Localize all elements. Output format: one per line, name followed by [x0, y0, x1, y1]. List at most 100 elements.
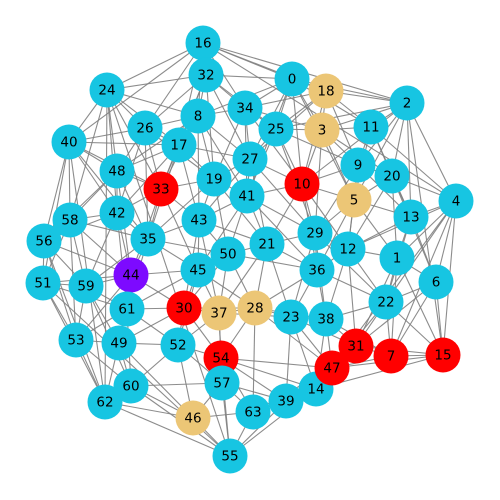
node-label-46: 46	[184, 411, 201, 427]
node-45: 45	[180, 252, 216, 288]
node-circle-20	[374, 158, 410, 194]
node-12: 12	[330, 231, 366, 267]
node-53: 53	[58, 322, 94, 358]
node-circle-9	[340, 147, 376, 183]
node-32: 32	[188, 57, 224, 93]
node-label-13: 13	[402, 210, 419, 226]
node-label-57: 57	[213, 376, 230, 392]
node-40: 40	[51, 124, 87, 160]
node-30: 30	[166, 290, 202, 326]
node-49: 49	[101, 325, 137, 361]
node-29: 29	[297, 215, 333, 251]
node-circle-60	[113, 368, 149, 404]
node-label-22: 22	[377, 295, 394, 311]
node-label-29: 29	[306, 226, 323, 242]
node-circle-3	[304, 112, 340, 148]
node-label-10: 10	[293, 177, 310, 193]
node-28: 28	[237, 290, 273, 326]
node-circle-36	[299, 252, 335, 288]
node-52: 52	[160, 327, 196, 363]
node-label-37: 37	[210, 306, 227, 322]
node-label-35: 35	[139, 232, 156, 248]
node-circle-41	[229, 178, 265, 214]
node-56: 56	[26, 223, 62, 259]
node-31: 31	[338, 328, 374, 364]
node-circle-52	[160, 327, 196, 363]
node-label-63: 63	[244, 405, 261, 421]
node-15: 15	[425, 337, 461, 373]
node-label-40: 40	[60, 135, 77, 151]
node-46: 46	[175, 400, 211, 436]
node-circle-17	[161, 127, 197, 163]
node-0: 0	[274, 61, 310, 97]
node-41: 41	[229, 178, 265, 214]
edge-24-58	[69, 89, 108, 221]
node-circle-49	[101, 325, 137, 361]
node-label-48: 48	[108, 164, 125, 180]
node-label-9: 9	[354, 158, 363, 174]
node-circle-26	[127, 110, 163, 146]
node-label-55: 55	[221, 449, 238, 465]
node-label-26: 26	[136, 121, 153, 137]
node-label-5: 5	[350, 193, 359, 209]
node-43: 43	[181, 202, 217, 238]
node-circle-40	[51, 124, 87, 160]
node-9: 9	[340, 147, 376, 183]
node-label-12: 12	[339, 242, 356, 258]
edge-4-22	[385, 200, 457, 303]
node-circle-31	[338, 328, 374, 364]
node-circle-45	[180, 252, 216, 288]
node-circle-51	[25, 265, 61, 301]
node-label-3: 3	[318, 123, 327, 139]
node-circle-56	[26, 223, 62, 259]
node-38: 38	[308, 301, 344, 337]
node-label-27: 27	[241, 152, 258, 168]
node-35: 35	[130, 221, 166, 257]
node-2: 2	[389, 85, 425, 121]
node-circle-63	[235, 394, 271, 430]
node-19: 19	[196, 161, 232, 197]
node-label-21: 21	[258, 237, 275, 253]
edge-0-10	[291, 78, 303, 185]
edge-54-47	[220, 357, 333, 369]
node-label-19: 19	[205, 172, 222, 188]
node-label-49: 49	[110, 336, 127, 352]
node-circle-58	[52, 202, 88, 238]
node-58: 58	[52, 202, 88, 238]
node-circle-43	[181, 202, 217, 238]
node-22: 22	[368, 284, 404, 320]
node-label-16: 16	[194, 36, 211, 52]
node-61: 61	[109, 291, 145, 327]
node-circle-39	[268, 383, 304, 419]
node-label-44: 44	[122, 268, 139, 284]
edge-2-5	[353, 102, 408, 201]
node-10: 10	[284, 166, 320, 202]
node-label-60: 60	[122, 379, 139, 395]
node-11: 11	[353, 109, 389, 145]
node-circle-33	[143, 171, 179, 207]
node-label-0: 0	[288, 72, 297, 88]
node-label-1: 1	[393, 251, 402, 267]
node-circle-25	[258, 111, 294, 147]
node-47: 47	[314, 350, 350, 386]
edge-40-35	[68, 141, 149, 240]
node-label-36: 36	[308, 263, 325, 279]
node-circle-29	[297, 215, 333, 251]
edge-1-15	[396, 257, 444, 356]
node-label-59: 59	[77, 279, 94, 295]
node-34: 34	[227, 90, 263, 126]
node-circle-47	[314, 350, 350, 386]
edge-2-15	[406, 102, 444, 356]
edge-16-24	[106, 42, 204, 91]
edge-11-4	[370, 126, 457, 202]
node-label-33: 33	[152, 182, 169, 198]
node-16: 16	[185, 25, 221, 61]
node-label-2: 2	[403, 96, 412, 112]
node-label-51: 51	[34, 276, 51, 292]
node-circle-54	[203, 340, 239, 376]
node-6: 6	[418, 264, 454, 300]
node-17: 17	[161, 127, 197, 163]
node-37: 37	[201, 295, 237, 331]
node-circle-37	[201, 295, 237, 331]
